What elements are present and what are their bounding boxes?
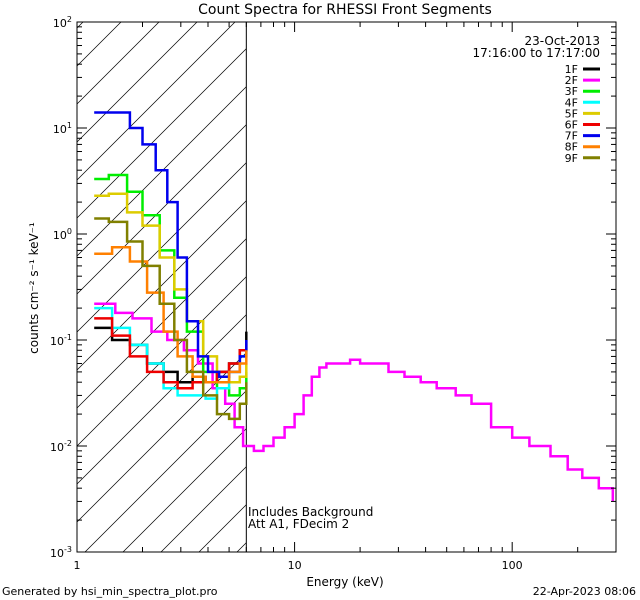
hatch-line	[77, 276, 247, 447]
hatch-line	[77, 124, 247, 295]
footer-generated-by: Generated by hsi_min_spectra_plot.pro	[2, 585, 218, 598]
y-tick-label: 102	[53, 15, 72, 30]
series-line-6F	[94, 317, 248, 390]
hatch-line	[77, 86, 247, 257]
hatch-line	[77, 352, 247, 523]
y-tick-label: 101	[53, 121, 72, 136]
footer-date: 22-Apr-2023 08:06	[533, 585, 636, 598]
hatch-line	[77, 22, 122, 67]
y-tick-label: 10-1	[50, 333, 72, 348]
legend-label-7F: 7F	[565, 130, 578, 143]
y-tick-label: 10-3	[50, 545, 72, 560]
hatch-line	[77, 48, 247, 219]
x-axis-label: Energy (keV)	[306, 575, 383, 589]
annotation-attenuator: Att A1, FDecim 2	[248, 517, 349, 531]
y-tick-labels: 10-3 10-2 10-1 100 101 102	[50, 15, 72, 560]
legend-label-6F: 6F	[565, 119, 578, 132]
y-tick-label: 100	[53, 227, 72, 242]
y-tick-label: 10-2	[50, 439, 72, 454]
chart-title: Count Spectra for RHESSI Front Segments	[198, 2, 492, 18]
hatched-region	[77, 22, 247, 552]
hatch-line	[84, 390, 247, 552]
hatch-line	[77, 22, 198, 143]
legend-label-2F: 2F	[565, 74, 578, 87]
hatch-line	[77, 314, 247, 485]
x-tick-label: 1	[74, 559, 81, 572]
x-tick-label: 100	[502, 559, 523, 572]
hatch-line	[77, 200, 247, 371]
hatch-line	[77, 162, 247, 333]
hatch-line	[122, 428, 247, 552]
series-line-4F	[94, 306, 248, 400]
hatch-line	[77, 238, 247, 409]
series-layer	[94, 111, 615, 502]
time-range-label: 17:16:00 to 17:17:00	[473, 46, 600, 60]
legend-label-5F: 5F	[565, 107, 578, 120]
legend-label-9F: 9F	[565, 152, 578, 165]
legend-label-4F: 4F	[565, 96, 578, 109]
series-line-8F	[94, 245, 248, 384]
series-line-2F	[94, 302, 615, 502]
annotation-background: Includes Background	[248, 505, 373, 519]
plot-frame	[76, 21, 617, 553]
hatch-line	[77, 22, 160, 105]
date-label: 23-Oct-2013	[524, 34, 600, 48]
y-axis-label: counts cm⁻² s⁻¹ keV⁻¹	[27, 222, 41, 354]
legend-label-8F: 8F	[565, 141, 578, 154]
legend-label-3F: 3F	[565, 85, 578, 98]
series-line-9F	[94, 217, 248, 421]
series-line-3F	[94, 173, 248, 397]
axis-ticks	[76, 21, 617, 553]
legend-label-1F: 1F	[565, 63, 578, 76]
x-tick-labels: 1 10 100	[74, 559, 523, 572]
hatch-line	[77, 22, 236, 181]
x-tick-label: 10	[288, 559, 302, 572]
